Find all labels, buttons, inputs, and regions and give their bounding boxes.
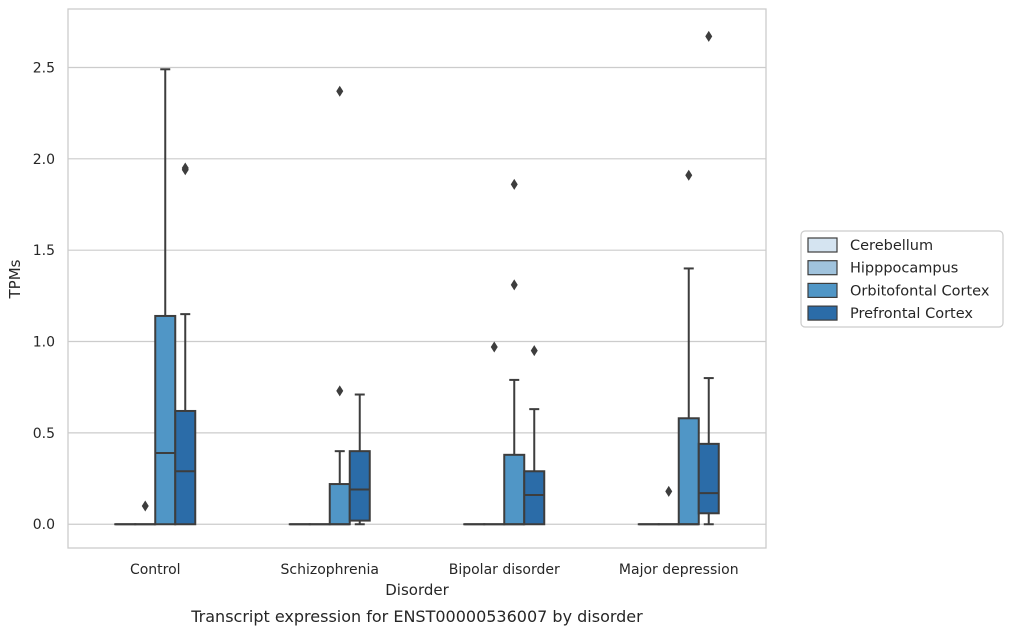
legend-entry-label: Cerebellum — [850, 238, 933, 254]
y-tick-label: 2.0 — [33, 152, 55, 168]
outlier-point — [705, 31, 712, 42]
legend-swatch — [808, 306, 837, 320]
outlier-point — [531, 345, 538, 356]
box-orbitofontal-cortex — [330, 86, 350, 525]
chart-caption: Transcript expression for ENST0000053600… — [190, 607, 643, 626]
legend-swatch — [808, 261, 837, 275]
x-tick-labels: Control Schizophrenia Bipolar disorder Majo… — [130, 562, 739, 578]
outlier-point — [142, 500, 149, 511]
box-body — [679, 418, 699, 524]
box-prefrontal-cortex — [699, 31, 719, 524]
outlier-point — [336, 86, 343, 97]
box-body — [330, 484, 350, 524]
box-orbitofontal-cortex — [504, 179, 524, 524]
box-body — [699, 444, 719, 513]
x-tick-label: Bipolar disorder — [449, 562, 560, 578]
box-prefrontal-cortex — [524, 345, 544, 524]
legend-entry-label: Orbitofontal Cortex — [850, 283, 990, 299]
y-tick-label: 0.5 — [33, 426, 55, 442]
legend-entry-label: Prefrontal Cortex — [850, 306, 973, 322]
y-tick-labels: 0.0 0.5 1.0 1.5 2.0 2.5 — [33, 60, 55, 533]
outlier-point — [182, 162, 189, 173]
y-tick-label: 2.5 — [33, 60, 55, 76]
box-hipppocampus — [659, 486, 679, 524]
box-hipppocampus — [135, 500, 155, 524]
x-tick-label: Schizophrenia — [281, 562, 379, 578]
box-orbitofontal-cortex — [155, 69, 175, 524]
box-body — [524, 471, 544, 524]
box-series — [115, 31, 719, 524]
box-body — [175, 411, 195, 524]
box-prefrontal-cortex — [175, 162, 195, 524]
x-tick-label: Major depression — [619, 562, 739, 578]
outlier-point — [511, 179, 518, 190]
box-prefrontal-cortex — [350, 395, 370, 525]
outlier-point — [665, 486, 672, 497]
y-axis-label: TPMs — [6, 259, 24, 299]
box-body — [155, 316, 175, 524]
x-axis-label: Disorder — [385, 581, 449, 599]
box-body — [504, 455, 524, 524]
outlier-point — [511, 279, 518, 290]
legend-swatch — [808, 283, 837, 297]
outlier-point — [685, 170, 692, 181]
box-body — [350, 451, 370, 520]
outlier-point — [491, 342, 498, 353]
legend: Cerebellum Hipppocampus Orbitofontal Corte… — [801, 231, 1003, 327]
legend-entry-label: Hipppocampus — [850, 261, 958, 277]
x-tick-label: Control — [130, 562, 181, 578]
y-tick-label: 0.0 — [33, 517, 55, 533]
legend-swatch — [808, 238, 837, 252]
y-tick-label: 1.5 — [33, 243, 55, 259]
y-tick-label: 1.0 — [33, 335, 55, 351]
outlier-point — [336, 385, 343, 396]
box-orbitofontal-cortex — [679, 170, 699, 524]
